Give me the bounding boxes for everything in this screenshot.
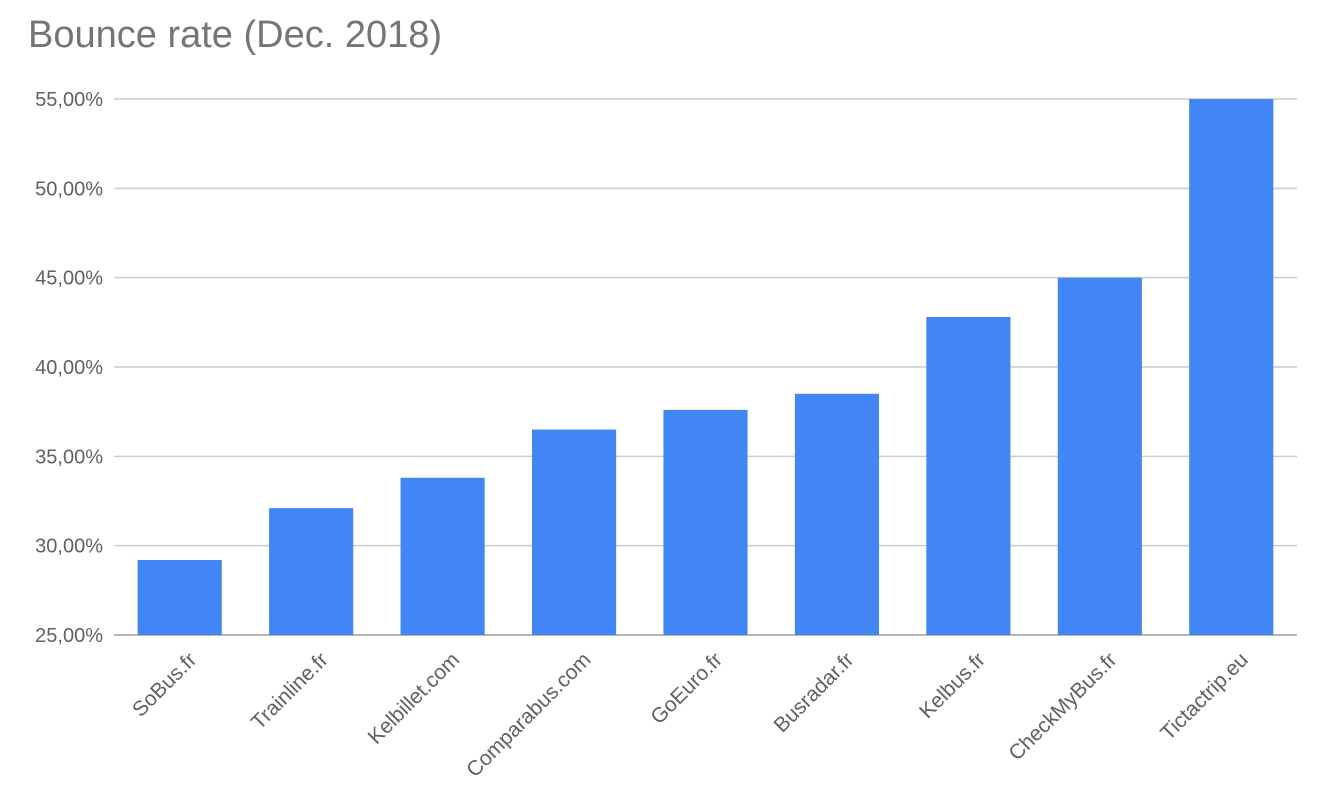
x-category-label: Kelbus.fr: [915, 648, 990, 723]
y-tick-label: 45,00%: [35, 268, 103, 290]
bar: [1057, 277, 1142, 635]
bar: [926, 316, 1011, 635]
y-tick-label: 55,00%: [35, 89, 103, 111]
y-tick-label: 50,00%: [35, 178, 103, 200]
bar: [531, 429, 617, 635]
bar: [137, 559, 222, 635]
x-category-label: GoEuro.fr: [646, 648, 727, 729]
bars: [137, 99, 1274, 635]
x-axis-categories: SoBus.fr Trainline.fr Kelbillet.comCompara…: [128, 648, 1253, 781]
x-category-label: Comparabus.com: [462, 648, 595, 781]
bar: [794, 393, 880, 635]
bar: [269, 508, 354, 635]
y-tick-label: 25,00%: [35, 625, 103, 647]
y-tick-label: 40,00%: [35, 357, 103, 379]
x-category-label: CheckMyBus.fr: [1004, 648, 1121, 765]
x-category-label: SoBus.fr: [128, 648, 201, 721]
y-axis-ticks: 25,00% 30,00% 35,00% 40,00% 45,00% 50,00% 55,0…: [35, 89, 103, 647]
bar: [663, 409, 748, 635]
y-tick-label: 35,00%: [35, 446, 103, 468]
x-category-label: Busradar.fr: [770, 648, 859, 737]
chart-title: Bounce rate (Dec. 2018): [28, 14, 443, 56]
bar: [1189, 99, 1274, 635]
x-category-label: Kelbillet.com: [364, 648, 464, 748]
y-tick-label: 30,00%: [35, 536, 103, 558]
x-category-label: Trainline.fr: [247, 648, 333, 734]
bar: [400, 477, 485, 635]
x-category-label: Tictactrip.eu: [1156, 648, 1253, 745]
